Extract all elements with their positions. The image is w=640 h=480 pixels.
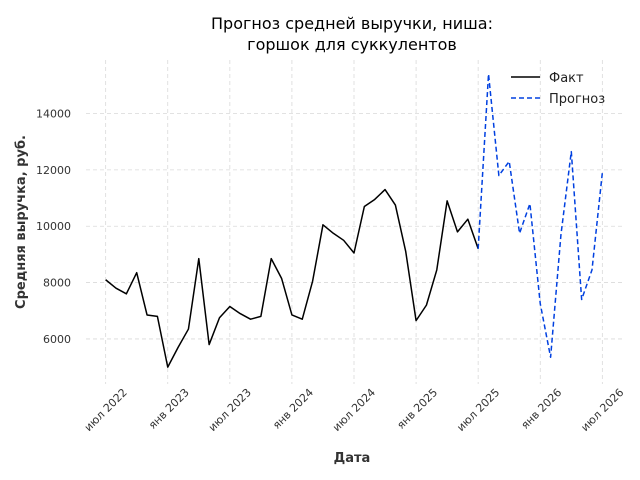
y-axis-label: Средняя выручка, руб. <box>14 135 29 309</box>
legend: Факт Прогноз <box>511 71 605 107</box>
x-tick-label: янв 2024 <box>270 386 316 432</box>
series-line-forecast <box>477 73 604 358</box>
x-axis-label: Дата <box>334 451 371 466</box>
y-tick-label: 14000 <box>36 108 71 121</box>
y-tick-label: 10000 <box>36 220 71 233</box>
series-line-fact <box>105 188 479 368</box>
x-tick-label: июл 2025 <box>454 386 502 434</box>
grid-lines <box>86 60 622 384</box>
legend-label-forecast: Прогноз <box>549 92 605 107</box>
y-tick-label: 6000 <box>43 333 71 346</box>
chart-title-line-1: Прогноз средней выручки, ниша: <box>211 14 493 33</box>
x-tick-label: июл 2023 <box>206 386 254 434</box>
series-lines <box>105 73 604 368</box>
legend-label-fact: Факт <box>549 71 584 86</box>
x-tick-label: июл 2022 <box>82 386 130 434</box>
y-tick-label: 8000 <box>43 277 71 290</box>
x-tick-label: янв 2025 <box>394 386 440 432</box>
chart-title-line-2: горшок для суккулентов <box>247 35 457 54</box>
x-tick-label: июл 2026 <box>578 386 626 434</box>
x-tick-label: июл 2024 <box>330 386 378 434</box>
tick-labels: июл 2022 янв 2023 июл 2023 янв 2024 июл 2024… <box>36 108 626 434</box>
y-tick-label: 12000 <box>36 164 71 177</box>
x-tick-label: янв 2023 <box>146 386 192 432</box>
x-tick-label: янв 2026 <box>519 386 565 432</box>
